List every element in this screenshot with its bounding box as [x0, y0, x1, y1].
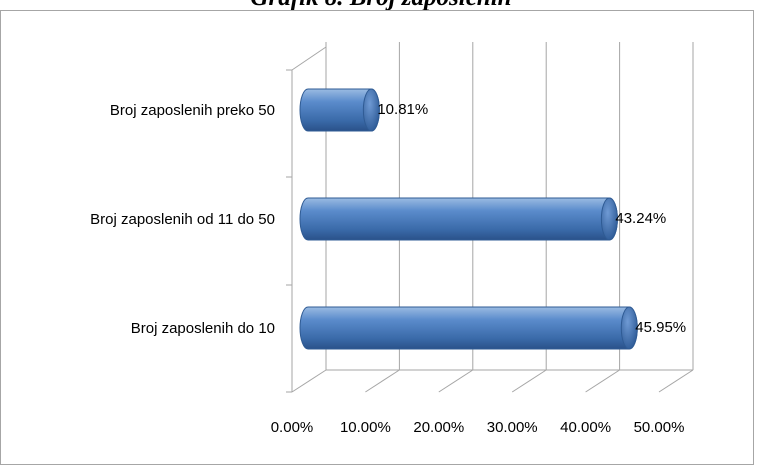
data-label: 10.81%: [377, 101, 428, 118]
bar: [299, 197, 618, 241]
category-axis: [286, 46, 327, 393]
category-label: Broj zaposlenih od 11 do 50: [90, 211, 275, 228]
bar: [299, 88, 380, 132]
category-axis-top: [291, 46, 327, 71]
floor-gridline: [511, 369, 547, 393]
bar-end-cap: [620, 306, 638, 350]
bars: [299, 88, 638, 350]
floor-gridline: [658, 369, 694, 393]
x-tick-label: 50.00%: [634, 419, 685, 436]
x-tick-label: 20.00%: [413, 419, 464, 436]
x-tick-label: 30.00%: [487, 419, 538, 436]
category-label: Broj zaposlenih preko 50: [110, 102, 275, 119]
floor-gridline: [291, 369, 327, 393]
data-label: 45.95%: [635, 319, 686, 336]
floor-gridline: [438, 369, 474, 393]
bar-body: [299, 306, 638, 350]
x-tick-label: 0.00%: [271, 419, 314, 436]
x-tick-label: 40.00%: [560, 419, 611, 436]
floor-gridline: [585, 369, 620, 393]
chart-title: Grafik 8. Broj zaposlenih: [0, 0, 762, 13]
bar-body: [299, 197, 618, 241]
data-label: 43.24%: [615, 210, 666, 227]
category-label: Broj zaposlenih do 10: [131, 320, 275, 337]
labels: 0.00% 10.00% 20.00% 30.00% 40.00% 50.00% 45.95…: [90, 101, 686, 436]
bar: [299, 306, 638, 350]
bar-end-cap: [600, 197, 618, 241]
floor-gridline: [365, 369, 400, 393]
bar-end-cap: [362, 88, 380, 132]
x-tick-label: 10.00%: [340, 419, 391, 436]
